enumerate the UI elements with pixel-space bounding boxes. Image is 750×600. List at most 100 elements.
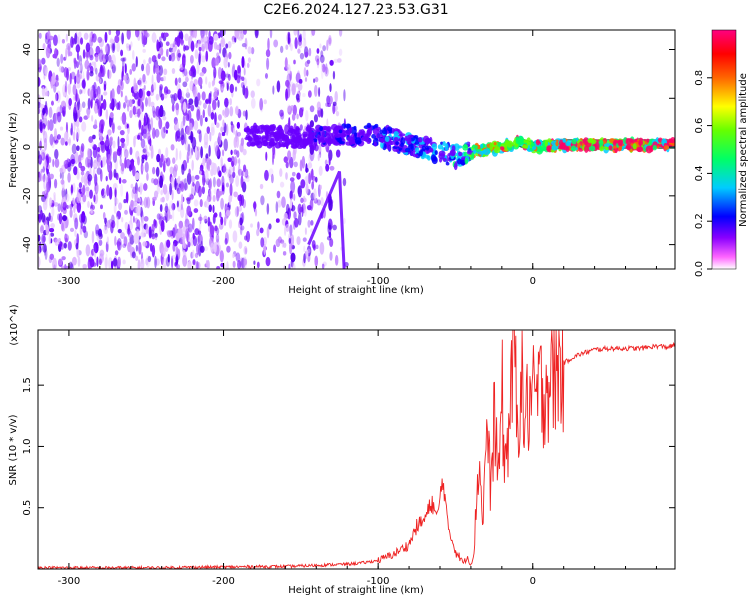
spectrogram-cell [238,241,243,249]
spectrogram-ridge-cell [437,144,444,150]
spectrogram-cell [265,256,271,267]
spectrogram-cell [335,111,340,117]
spectrogram-cell [75,118,80,128]
spectrogram-cell [132,215,135,223]
spectrogram-cell [193,79,199,86]
spectrogram-cell [43,130,48,143]
spectrogram-cell [169,43,175,49]
spectrogram-cell [148,226,152,239]
spectrogram-cell [295,82,299,88]
spectrogram-cell [149,229,155,238]
spectrogram-ridge-cell [308,127,315,132]
spectrogram-cell [39,121,43,132]
spectrogram-cell [55,74,59,81]
spectrogram-ridge-cell [493,146,501,154]
spectrogram-cell [205,50,209,62]
spectrogram-cell [131,63,137,72]
spectrogram-cell [156,213,161,220]
spectrogram-cell [158,117,163,130]
spectrogram-cell [93,241,99,254]
spectrogram-cell [263,243,267,255]
colorbar-label: Normalized spectral amplitude [738,73,749,227]
spectrogram-cell [42,127,46,136]
spectrogram-cell [95,45,101,55]
spectrogram-cell [151,244,156,258]
snr-ticks: -300 -200 -100 0 0.5 1.0 1.5 [22,330,675,587]
spectrogram-ridge-cell [410,143,414,152]
spectrogram-cell [142,241,148,247]
spectrogram-cell [203,215,208,222]
spectrogram-cell [108,186,113,200]
spectrogram-cell [243,245,248,255]
spectrogram-cell [98,49,104,63]
spectrogram-cell [110,260,114,269]
spectrogram-cell [197,39,202,47]
spectrogram-cell [41,233,46,245]
spectrogram-cell [111,40,116,54]
spectrogram-cell [328,157,331,166]
spectrogram-cell [94,102,98,114]
spectrogram-ridge-cell [438,153,446,160]
spectrogram-cell [286,64,291,75]
spectrogram-cell [321,263,325,269]
spectrogram-cell [111,64,116,74]
spectrogram-cell [109,112,114,119]
figure-title: C2E6.2024.127.23.53.G31 [263,2,448,18]
spectrogram-cell [192,249,195,259]
spectrogram-cell [279,168,283,177]
spectrogram-cell [130,183,134,189]
spectrogram-cell [49,197,52,209]
spectrogram-cell [291,113,296,121]
spectrogram-cell [112,151,118,158]
spectrogram-cell [143,183,148,191]
spectrogram-ridge-cell [404,135,408,141]
spectrogram-cell [175,264,181,269]
colorbar-tick-label: 0.0 [694,261,705,277]
spectrogram-cell [215,122,220,128]
spectrogram-cell [186,172,192,185]
spectrogram-cell [264,73,269,79]
spectrogram-cell [88,46,94,59]
spectrogram-cell [66,94,70,108]
spectrogram-cell [211,80,215,87]
spectrogram-cell [180,182,185,193]
spectrogram-cell [269,30,273,39]
spectrogram-cell [92,163,98,168]
spectrogram-ridge-cell [571,145,577,152]
spectrogram-cell [180,134,185,146]
spectrogram-cell [159,104,164,118]
spectrogram-cell [307,162,313,169]
spectrogram-cell [104,31,108,43]
spectrogram-ridge-cell [471,152,475,160]
spectrogram-ridge-cell [422,135,430,144]
spectrogram-cell [126,30,131,40]
spectrogram-cell [123,102,126,109]
spectrogram-cell [288,117,291,130]
spectrogram-cell [241,43,247,48]
spectrogram-cell [151,223,155,232]
spectrogram-cell [201,55,206,63]
spectrogram-cell [285,44,289,50]
spectrogram-cell [201,91,206,101]
spectrogram-cell [254,208,258,217]
spectrogram-cell [297,185,302,198]
spectrogram-cell [321,63,326,73]
snr-y-tick-label: 1.5 [22,377,33,393]
spectrogram-cell [268,223,272,230]
spectrogram-ridge-cell [444,143,449,151]
colorbar-tick-label: 0.8 [694,70,705,86]
spectrogram-cell [311,181,315,190]
spectrogram-cell [64,140,68,146]
spectrogram-cell [123,236,128,247]
spectrogram-cell [106,153,109,166]
spectrogram-cell [160,220,165,232]
spectrogram-ridge-cell [334,134,341,139]
spectrogram-cell [92,134,96,140]
spectrogram-cell [204,201,207,208]
spectrogram-ridge-cell [387,145,391,151]
spectrogram-cell [293,59,296,65]
spectrogram-cell [66,204,69,209]
spectrogram-cell [250,97,256,109]
spectrogram-cell [279,109,284,117]
spectrogram-ridge-cell [345,141,353,146]
